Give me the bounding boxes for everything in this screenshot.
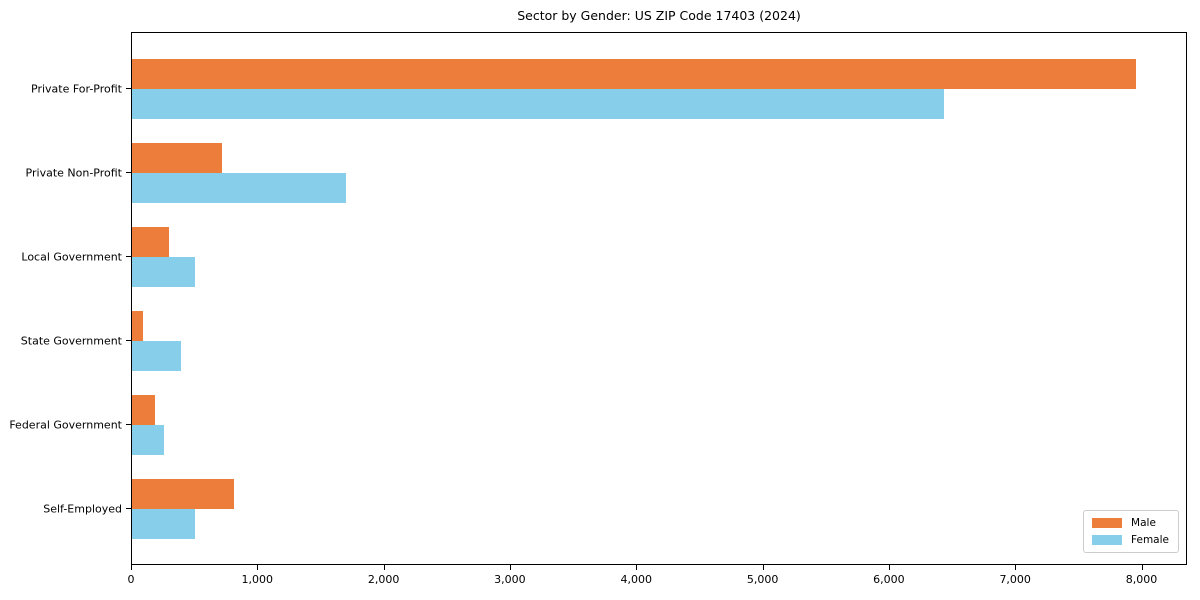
legend: Male Female bbox=[1083, 510, 1179, 553]
x-axis-tick-mark bbox=[888, 565, 891, 570]
legend-row-male: Male bbox=[1092, 517, 1169, 529]
bar-male bbox=[132, 59, 1137, 89]
y-axis-tick-mark bbox=[126, 424, 131, 426]
y-axis-tick-mark bbox=[126, 88, 131, 90]
x-axis-tick-mark bbox=[636, 565, 638, 570]
y-axis-tick-mark bbox=[126, 172, 131, 174]
x-axis-tick-label: 8,000 bbox=[1125, 573, 1158, 586]
x-axis-tick-mark bbox=[383, 565, 385, 570]
legend-swatch-female bbox=[1092, 535, 1123, 545]
legend-row-female: Female bbox=[1092, 534, 1169, 546]
y-axis-tick-mark bbox=[126, 340, 131, 342]
x-axis-tick-label: 3,000 bbox=[494, 573, 526, 586]
x-axis-tick-mark bbox=[131, 565, 133, 570]
bar-female bbox=[132, 425, 164, 455]
bar-male bbox=[132, 395, 155, 425]
legend-label: Female bbox=[1131, 534, 1169, 546]
y-axis-label: State Government bbox=[20, 334, 122, 348]
x-axis-tick-label: 6,000 bbox=[873, 573, 905, 586]
plot-area: Male Female bbox=[131, 32, 1187, 565]
chart-title: Sector by Gender: US ZIP Code 17403 (202… bbox=[517, 8, 801, 23]
bar-female bbox=[132, 257, 195, 287]
legend-label: Male bbox=[1131, 517, 1156, 529]
y-axis-label: Local Government bbox=[21, 250, 122, 264]
legend-swatch-male bbox=[1092, 518, 1123, 528]
y-axis-label: Federal Government bbox=[9, 418, 122, 432]
bar-female bbox=[132, 89, 945, 119]
y-axis-tick-mark bbox=[126, 256, 131, 258]
x-axis-tick-label: 5,000 bbox=[746, 573, 779, 586]
x-axis-tick-mark bbox=[257, 565, 259, 570]
y-axis-tick-mark bbox=[126, 508, 131, 510]
bar-female bbox=[132, 509, 195, 539]
x-axis-tick-label: 1,000 bbox=[241, 573, 274, 586]
x-axis-tick-label: 0 bbox=[127, 573, 135, 586]
y-axis-label: Self-Employed bbox=[43, 502, 122, 516]
y-axis-label: Private For-Profit bbox=[31, 82, 122, 96]
x-axis-tick-label: 7,000 bbox=[999, 573, 1031, 586]
bar-male bbox=[132, 227, 169, 257]
x-axis-tick-label: 4,000 bbox=[620, 573, 653, 586]
x-axis-tick-label: 2,000 bbox=[367, 573, 400, 586]
x-axis-tick-mark bbox=[509, 565, 512, 570]
bar-male bbox=[132, 311, 143, 341]
x-axis-tick-mark bbox=[1015, 565, 1017, 570]
bar-female bbox=[132, 173, 346, 203]
x-axis-tick-mark bbox=[762, 565, 764, 570]
bar-female bbox=[132, 341, 182, 371]
bar-male bbox=[132, 143, 222, 173]
y-axis-label: Private Non-Profit bbox=[25, 166, 122, 180]
bar-male bbox=[132, 479, 234, 509]
x-axis-tick-mark bbox=[1141, 565, 1143, 570]
